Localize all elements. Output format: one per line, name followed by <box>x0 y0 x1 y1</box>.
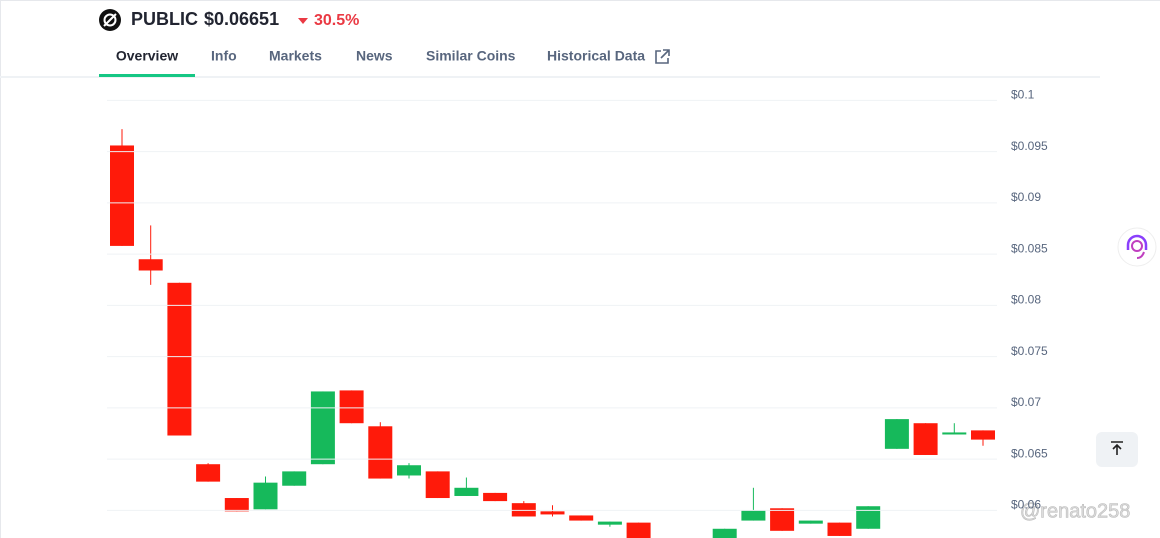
coin-price: $0.06651 <box>204 9 279 29</box>
y-tick-label: $0.065 <box>1011 446 1048 460</box>
candle-body <box>368 426 393 479</box>
tab[interactable]: Similar Coins <box>426 48 516 64</box>
candle-body <box>712 528 737 538</box>
candle-body <box>397 465 421 476</box>
candle-body <box>884 419 909 449</box>
candle-body <box>626 522 651 538</box>
candle-body <box>856 506 881 529</box>
watermark: @renato258 <box>1020 500 1130 522</box>
y-tick-label: $0.085 <box>1011 241 1048 255</box>
candle-body <box>425 471 450 499</box>
y-tick-label: $0.1 <box>1011 88 1035 102</box>
candle-body <box>971 430 995 440</box>
y-tick-label: $0.07 <box>1011 395 1041 409</box>
external-link-icon <box>655 49 670 64</box>
y-tick-label: $0.09 <box>1011 190 1041 204</box>
scroll-top-button[interactable] <box>1096 432 1138 467</box>
candle-body <box>454 487 479 496</box>
tab[interactable]: Historical Data <box>547 48 645 64</box>
candle-body <box>310 391 335 465</box>
candle-body <box>224 498 249 512</box>
candle-body <box>339 390 364 424</box>
candle-body <box>741 510 766 521</box>
tab[interactable]: News <box>356 48 393 64</box>
price-change: 30.5% <box>314 12 359 29</box>
candle-body <box>138 259 163 271</box>
candle-body <box>827 522 852 536</box>
y-tick-label: $0.06 <box>1011 497 1041 511</box>
tab[interactable]: Markets <box>269 48 322 64</box>
candle-body <box>913 423 938 455</box>
candle-body <box>540 511 565 515</box>
down-arrow <box>298 18 308 24</box>
tab[interactable]: Overview <box>116 48 178 64</box>
plot-area <box>110 129 995 538</box>
support-button[interactable] <box>1117 227 1157 267</box>
y-tick-label: $0.095 <box>1011 139 1048 153</box>
candle-body <box>942 432 967 435</box>
candle-body <box>167 282 192 436</box>
y-tick-label: $0.075 <box>1011 344 1048 358</box>
candle-body <box>770 508 795 531</box>
candle-body <box>196 464 221 482</box>
candle-body <box>253 482 278 510</box>
coin-name: PUBLIC <box>131 9 198 29</box>
active-tab-underline <box>99 74 195 77</box>
y-tick-label: $0.08 <box>1011 293 1041 307</box>
candle-body <box>569 515 594 521</box>
candle-body <box>282 471 307 486</box>
candle-body <box>511 503 536 517</box>
candle-body <box>597 521 622 525</box>
candle-body <box>110 145 134 246</box>
candle-body <box>798 520 823 524</box>
logo <box>99 9 121 31</box>
tab[interactable]: Info <box>211 48 237 64</box>
candle-body <box>483 492 508 502</box>
